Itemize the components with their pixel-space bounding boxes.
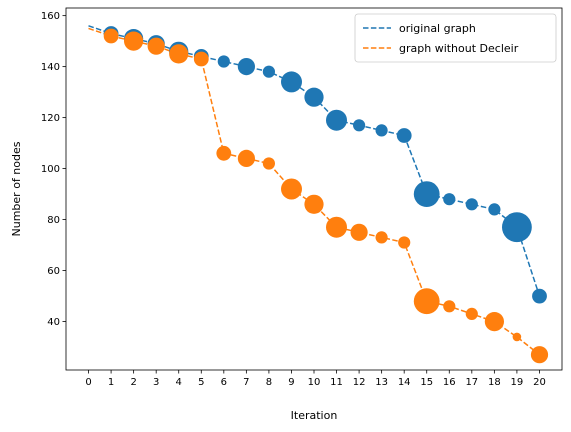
series-0-point-15: [443, 193, 456, 206]
x-tick-label-4: 4: [176, 377, 182, 388]
series-1-point-1: [124, 31, 144, 51]
y-tick-label-160: 160: [41, 11, 60, 22]
y-tick-label-140: 140: [41, 62, 60, 73]
series-0-point-10: [326, 109, 347, 131]
series-0-point-7: [262, 65, 275, 78]
y-tick-label-100: 100: [41, 164, 60, 175]
series-1-point-15: [443, 300, 456, 313]
series-0-point-9: [304, 87, 324, 107]
x-axis-title: Iteration: [291, 409, 338, 422]
series-1-point-0: [103, 28, 119, 44]
series-1-point-4: [193, 51, 209, 67]
y-tick-label-120: 120: [41, 113, 60, 124]
x-tick-label-13: 13: [375, 377, 388, 388]
y-tick-label-40: 40: [47, 317, 60, 328]
series-1-point-13: [398, 236, 411, 249]
legend-box: [354, 13, 557, 63]
x-tick-label-12: 12: [353, 377, 366, 388]
series-1-point-16: [465, 307, 478, 320]
series-0-point-13: [396, 128, 412, 143]
series-1-point-10: [326, 216, 347, 238]
series-line-1: [88, 27, 540, 356]
series-0-point-14: [413, 181, 440, 208]
series-1-point-9: [304, 194, 324, 214]
x-tick-label-0: 0: [85, 377, 91, 388]
legend-label-1: graph without Decleir: [399, 42, 519, 55]
series-1-point-6: [237, 149, 255, 167]
series-1-point-18: [512, 332, 522, 342]
series-1-point-2: [147, 37, 165, 55]
x-tick-label-9: 9: [288, 377, 294, 388]
x-tick-label-11: 11: [330, 377, 343, 388]
series-1-point-8: [281, 178, 302, 200]
series-1-point-11: [350, 223, 368, 241]
x-tick-label-15: 15: [420, 377, 433, 388]
y-tick-label-80: 80: [47, 215, 60, 226]
axes: 0 1 2 3 4 5 6 7 8 9 10 11 12 13 14 15 16 17 18 19 2040608010…: [41, 11, 546, 388]
series-1-point-12: [375, 231, 388, 244]
series-0-point-19: [532, 288, 547, 304]
series-1-point-19: [530, 346, 549, 364]
x-tick-label-14: 14: [398, 377, 411, 388]
y-tick-label-60: 60: [47, 266, 60, 277]
series-1-point-14: [413, 288, 440, 315]
series-1-point-17: [484, 312, 504, 332]
series-1-point-3: [169, 44, 189, 64]
x-tick-label-16: 16: [443, 377, 456, 388]
series-0-point-17: [488, 203, 501, 216]
plot-area: [88, 25, 549, 364]
legend: original graph graph without Decleir: [354, 13, 557, 63]
series-0-point-11: [353, 119, 366, 132]
x-tick-label-3: 3: [153, 377, 159, 388]
series-0-point-18: [502, 212, 532, 243]
series-0-point-16: [465, 198, 478, 211]
series-0-point-6: [237, 58, 255, 76]
x-tick-label-17: 17: [465, 377, 478, 388]
x-tick-label-18: 18: [488, 377, 501, 388]
x-tick-label-8: 8: [266, 377, 272, 388]
x-tick-label-10: 10: [308, 377, 321, 388]
series-1-point-7: [262, 157, 275, 170]
series-0-point-5: [217, 55, 230, 68]
x-tick-label-5: 5: [198, 377, 204, 388]
legend-label-0: original graph: [399, 22, 476, 35]
x-tick-label-2: 2: [130, 377, 136, 388]
series-0-point-12: [375, 124, 388, 137]
series-0-point-8: [281, 71, 302, 93]
x-tick-label-19: 19: [511, 377, 524, 388]
x-tick-label-7: 7: [243, 377, 249, 388]
y-axis-title: Number of nodes: [10, 141, 23, 236]
x-tick-label-20: 20: [533, 377, 546, 388]
series-1-point-5: [216, 145, 232, 161]
x-tick-label-1: 1: [108, 377, 114, 388]
x-tick-label-6: 6: [221, 377, 227, 388]
